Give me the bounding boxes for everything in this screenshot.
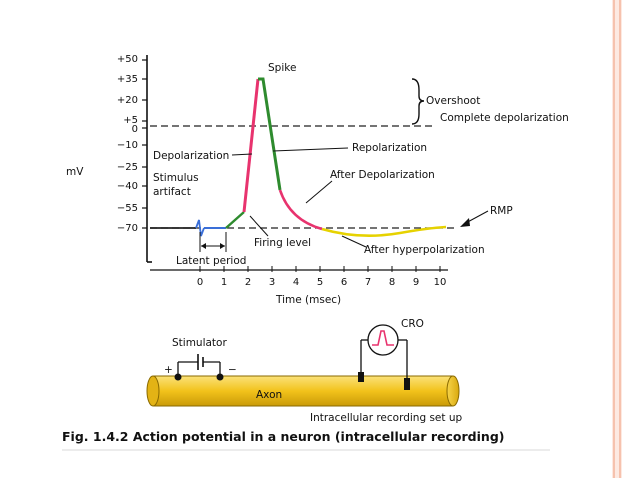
x-tick-label: 2	[245, 277, 251, 288]
complete-depolarization-label: Complete depolarization	[440, 112, 569, 124]
after-depolarization-pointer	[305, 180, 333, 204]
x-tick-label: 6	[341, 277, 347, 288]
after-depolarization-segment	[278, 189, 323, 231]
depolarization-segment	[242, 78, 260, 213]
plus-label: +	[164, 364, 173, 376]
figure-caption: Fig. 1.4.2 Action potential in a neuron …	[62, 429, 504, 444]
slide-border	[612, 0, 622, 478]
stimulator-label: Stimulator	[172, 337, 227, 349]
cro-screen	[367, 324, 399, 356]
local-response-segment	[225, 211, 245, 229]
x-tick-label: 9	[413, 277, 419, 288]
axon-right-end	[446, 375, 460, 407]
y-tick-label: +50	[117, 54, 138, 65]
recording-setup-label: Intracellular recording set up	[310, 412, 463, 424]
y-tick-label: −70	[117, 223, 138, 234]
repolarization-pointer	[272, 147, 349, 152]
depolarization-label: Depolarization	[153, 150, 229, 162]
after-hyperpolarization-pointer	[341, 235, 367, 248]
stimulus-label: Stimulus	[153, 172, 199, 184]
recording-setup: Stimulator + − Axon CRO Intracellular re…	[146, 318, 463, 424]
overshoot-label: Overshoot	[426, 95, 480, 107]
y-axis-label: mV	[66, 166, 84, 178]
y-tick-label: +5	[123, 115, 138, 126]
after-hyperpolarization-label: After hyperpolarization	[364, 244, 485, 256]
x-tick-label: 0	[197, 277, 203, 288]
x-axis-label: Time (msec)	[275, 294, 341, 306]
firing-level-label: Firing level	[254, 237, 311, 249]
x-tick-label: 5	[317, 277, 323, 288]
repolarization-segment	[258, 77, 282, 191]
x-tick-label: 8	[389, 277, 395, 288]
y-axis	[142, 55, 152, 263]
rmp-arrowhead	[460, 218, 470, 227]
reference-electrode	[358, 372, 364, 382]
y-tick-label: −40	[117, 181, 138, 192]
minus-label: −	[228, 364, 237, 376]
y-tick-label: +20	[117, 95, 138, 106]
stimulator-circuit	[174, 354, 224, 381]
repolarization-label: Repolarization	[352, 142, 427, 154]
x-axis	[150, 266, 448, 272]
x-tick-label: 3	[269, 277, 275, 288]
stimulus-artifact-label: artifact	[153, 186, 191, 198]
x-tick-label: 7	[365, 277, 371, 288]
x-tick-label: 10	[434, 277, 447, 288]
cro-label: CRO	[401, 318, 424, 330]
y-tick-label: −10	[117, 140, 138, 151]
axon	[152, 375, 454, 407]
spike-label: Spike	[268, 62, 296, 74]
stimulus-artifact	[195, 219, 205, 237]
overshoot-brace	[411, 78, 425, 125]
axon-label: Axon	[256, 389, 282, 401]
after-depolarization-label: After Depolarization	[330, 169, 435, 181]
depolarization-pointer	[231, 153, 253, 156]
y-tick-label: +35	[117, 74, 138, 85]
latent-period-bracket	[199, 232, 227, 252]
latent-period-label: Latent period	[176, 255, 246, 267]
cro-trace	[372, 330, 394, 346]
firing-level-pointer	[249, 215, 269, 237]
y-tick-label: 0	[132, 124, 138, 135]
y-tick-label: −25	[117, 162, 138, 173]
y-tick-label: −55	[117, 203, 138, 214]
rmp-label: RMP	[490, 205, 513, 217]
after-hyperpolarization-segment	[321, 225, 447, 237]
x-tick-label: 1	[221, 277, 227, 288]
x-tick-label: 4	[293, 277, 299, 288]
action-potential-trace	[150, 77, 447, 237]
axon-left-end	[146, 375, 160, 407]
recording-electrode	[404, 378, 410, 390]
